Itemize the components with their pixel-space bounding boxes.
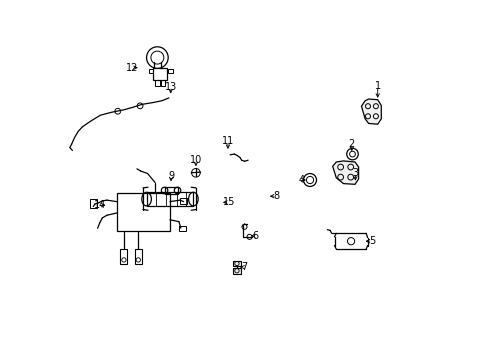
Text: 12: 12: [126, 63, 138, 73]
Bar: [180, 198, 187, 203]
Bar: [148, 69, 153, 73]
Bar: [146, 192, 193, 206]
Text: 10: 10: [189, 155, 202, 165]
Bar: [134, 249, 142, 264]
Text: 8: 8: [273, 191, 279, 201]
Polygon shape: [332, 161, 358, 184]
Text: 6: 6: [252, 231, 258, 241]
Bar: [161, 80, 165, 86]
Text: 11: 11: [222, 136, 234, 146]
Bar: [164, 187, 177, 194]
Bar: [120, 249, 127, 264]
Bar: [90, 199, 97, 208]
Text: 9: 9: [168, 171, 174, 181]
Polygon shape: [361, 99, 381, 124]
Text: 2: 2: [348, 139, 354, 149]
Text: 3: 3: [351, 168, 358, 178]
Text: 1: 1: [374, 81, 380, 91]
Text: 13: 13: [164, 82, 177, 92]
Text: 14: 14: [94, 200, 106, 210]
Text: 5: 5: [368, 236, 375, 246]
Text: 7: 7: [241, 262, 247, 272]
Text: 4: 4: [298, 175, 304, 185]
Text: 15: 15: [223, 197, 235, 207]
Bar: [168, 69, 172, 73]
Bar: [153, 68, 167, 80]
Bar: [233, 268, 241, 274]
Bar: [232, 261, 241, 266]
Bar: [179, 226, 186, 231]
Bar: [155, 80, 159, 86]
Bar: [117, 193, 170, 231]
